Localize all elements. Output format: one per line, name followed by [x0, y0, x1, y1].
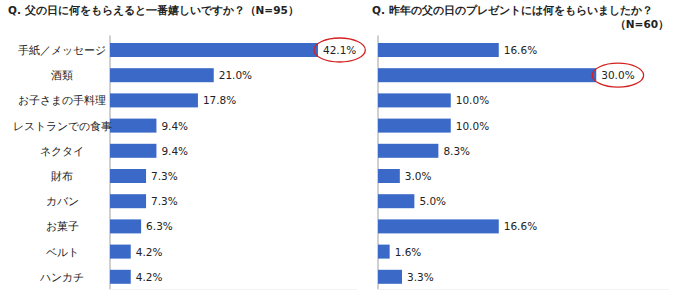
data-label: 3.3%: [407, 271, 434, 283]
chart: Q. 父の日に何をもらえると一番嬉しいですか？（N=95） 手紙／メッセージ 42.…: [8, 4, 365, 289]
bar: [110, 169, 146, 183]
bar: [378, 119, 451, 133]
category-label: 手紙／メッセージ: [18, 44, 106, 56]
data-label: 9.4%: [161, 120, 188, 132]
bar: [110, 270, 131, 284]
bar: [378, 43, 499, 57]
bar: [378, 144, 438, 158]
axis-line: [110, 289, 357, 290]
data-label: 8.3%: [443, 145, 470, 157]
bar: [378, 68, 596, 82]
chart-title: Q. 父の日に何をもらえると一番嬉しいですか？（N=95）: [8, 4, 299, 17]
bar: [110, 119, 156, 133]
category-label: ハンカチ: [39, 271, 84, 283]
chart-root: Q. 父の日に何をもらえると一番嬉しいですか？（N=95） 手紙／メッセージ 42.…: [0, 0, 676, 304]
bars: [378, 43, 596, 284]
data-label: 3.0%: [405, 170, 432, 182]
bar: [378, 245, 390, 259]
data-label: 1.6%: [395, 246, 422, 258]
data-label: 16.6%: [504, 44, 537, 56]
bar: [110, 93, 198, 107]
category-label: レストランでの食事: [13, 120, 112, 132]
data-label: 5.0%: [419, 195, 446, 207]
bar: [110, 144, 156, 158]
data-label: 7.3%: [151, 195, 178, 207]
axis-line: [378, 289, 669, 290]
category-label: お子さまの手料理: [18, 94, 106, 106]
category-label: カバン: [46, 195, 79, 207]
bar: [378, 219, 499, 233]
data-label: 4.2%: [136, 246, 163, 258]
chart: Q. 昨年の父の日のプレゼントには何をもらいましたか？（N=60） 16.6% 30…: [372, 4, 669, 289]
category-label: 財布: [51, 170, 73, 182]
bar: [378, 169, 400, 183]
data-label: 6.3%: [146, 220, 173, 232]
data-label: 10.0%: [456, 120, 489, 132]
bar: [378, 93, 451, 107]
highlight-ellipse: [314, 38, 365, 62]
data-label: 7.3%: [151, 170, 178, 182]
data-label: 4.2%: [136, 271, 163, 283]
data-label: 9.4%: [161, 145, 188, 157]
category-label: ネクタイ: [40, 145, 84, 157]
data-label: 16.6%: [504, 220, 537, 232]
bars: [110, 43, 318, 284]
chart-title: Q. 昨年の父の日のプレゼントには何をもらいましたか？（N=60）: [372, 4, 669, 31]
category-label: お菓子: [46, 220, 79, 232]
bar: [110, 68, 214, 82]
bar: [378, 194, 414, 208]
bar: [110, 219, 141, 233]
bar: [110, 194, 146, 208]
data-label: 42.1%: [323, 44, 356, 56]
highlight-ellipse: [592, 63, 643, 87]
category-label: ベルト: [46, 246, 79, 258]
category-label: 酒類: [51, 69, 73, 81]
bar: [378, 270, 402, 284]
bar: [110, 245, 131, 259]
bar: [110, 43, 318, 57]
data-label: 21.0%: [219, 69, 252, 81]
data-label: 17.8%: [203, 94, 236, 106]
data-label: 30.0%: [601, 69, 634, 81]
chart-svg: Q. 父の日に何をもらえると一番嬉しいですか？（N=95） 手紙／メッセージ 42.…: [0, 0, 676, 304]
data-label: 10.0%: [456, 94, 489, 106]
